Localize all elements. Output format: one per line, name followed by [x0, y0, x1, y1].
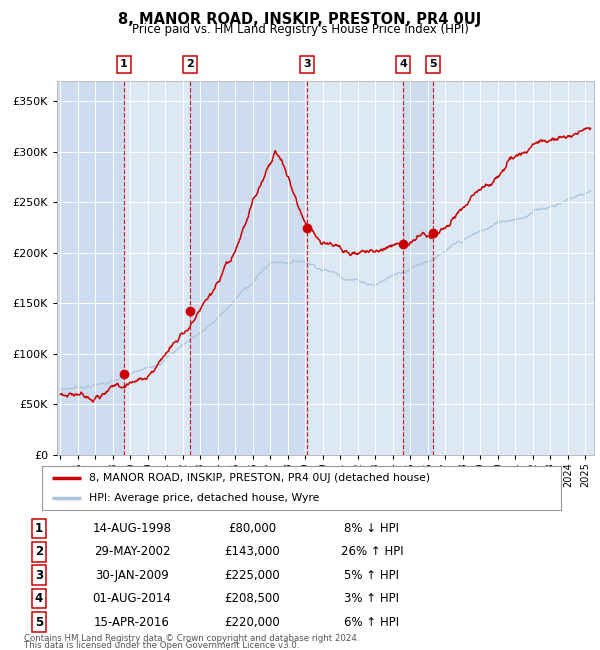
Text: 1: 1	[120, 59, 128, 70]
Text: £208,500: £208,500	[224, 592, 280, 605]
Text: This data is licensed under the Open Government Licence v3.0.: This data is licensed under the Open Gov…	[24, 641, 299, 650]
Text: 3% ↑ HPI: 3% ↑ HPI	[344, 592, 400, 605]
Text: 14-AUG-1998: 14-AUG-1998	[92, 522, 172, 535]
Text: 2: 2	[35, 545, 43, 558]
Text: 8, MANOR ROAD, INSKIP, PRESTON, PR4 0UJ: 8, MANOR ROAD, INSKIP, PRESTON, PR4 0UJ	[118, 12, 482, 27]
Bar	[57, 81, 124, 455]
Text: 5: 5	[35, 616, 43, 629]
Text: 26% ↑ HPI: 26% ↑ HPI	[341, 545, 403, 558]
Text: Price paid vs. HM Land Registry's House Price Index (HPI): Price paid vs. HM Land Registry's House …	[131, 23, 469, 36]
Text: 2: 2	[186, 59, 194, 70]
Text: £220,000: £220,000	[224, 616, 280, 629]
Bar	[403, 81, 433, 455]
Text: 4: 4	[399, 59, 407, 70]
Text: 01-AUG-2014: 01-AUG-2014	[92, 592, 172, 605]
Text: 5: 5	[429, 59, 437, 70]
Text: £80,000: £80,000	[228, 522, 276, 535]
Text: 1: 1	[35, 522, 43, 535]
Text: 3: 3	[35, 569, 43, 582]
Text: 8, MANOR ROAD, INSKIP, PRESTON, PR4 0UJ (detached house): 8, MANOR ROAD, INSKIP, PRESTON, PR4 0UJ …	[89, 473, 430, 483]
Bar	[190, 81, 307, 455]
Text: 4: 4	[35, 592, 43, 605]
Text: 15-APR-2016: 15-APR-2016	[94, 616, 170, 629]
Text: 8% ↓ HPI: 8% ↓ HPI	[344, 522, 400, 535]
Bar	[124, 81, 190, 455]
Bar	[307, 81, 403, 455]
Text: 3: 3	[303, 59, 311, 70]
Text: £143,000: £143,000	[224, 545, 280, 558]
Text: 6% ↑ HPI: 6% ↑ HPI	[344, 616, 400, 629]
Text: £225,000: £225,000	[224, 569, 280, 582]
Text: HPI: Average price, detached house, Wyre: HPI: Average price, detached house, Wyre	[89, 493, 319, 503]
Bar	[433, 81, 594, 455]
Text: Contains HM Land Registry data © Crown copyright and database right 2024.: Contains HM Land Registry data © Crown c…	[24, 634, 359, 644]
Text: 30-JAN-2009: 30-JAN-2009	[95, 569, 169, 582]
Text: 5% ↑ HPI: 5% ↑ HPI	[344, 569, 400, 582]
Text: 29-MAY-2002: 29-MAY-2002	[94, 545, 170, 558]
